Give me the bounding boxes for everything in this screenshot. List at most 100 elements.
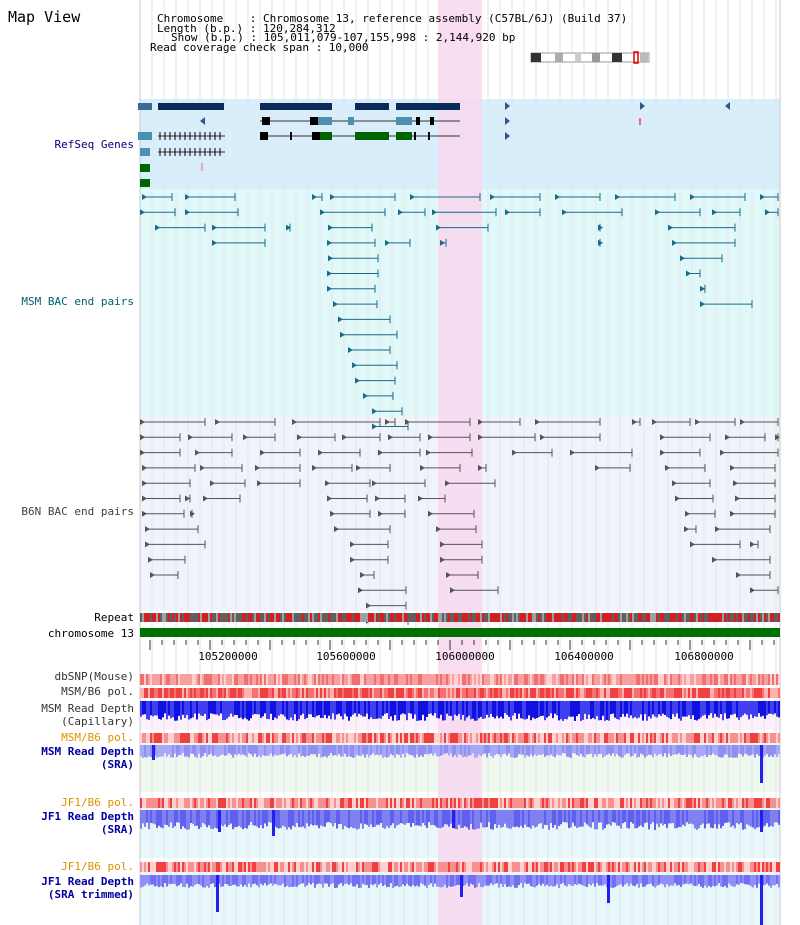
msm-pol-cell [484, 688, 486, 698]
msm-cap-depth [730, 701, 732, 715]
msm-sra-depth [338, 745, 340, 754]
msm-cap-depth [176, 701, 178, 721]
msm-pol-cell [384, 733, 386, 743]
jf1-sra-depth [392, 810, 394, 824]
msm-cap-depth [538, 701, 540, 718]
dbsnp-cell [488, 674, 490, 685]
jf1-pol-cell [310, 862, 312, 872]
msm-sra-depth [530, 745, 532, 755]
msm-cap-depth [756, 701, 758, 717]
b6n-bac-end [210, 480, 215, 487]
msm-bac-end [385, 239, 390, 246]
jf1-sra-depth [248, 810, 250, 826]
jf1-sra-depth [612, 810, 614, 823]
dbsnp-cell [746, 674, 748, 685]
jf1-pol-cell [188, 798, 190, 808]
msm-cap-depth [288, 701, 290, 721]
msm-cap-depth [468, 701, 470, 716]
jf1-trim-depth [338, 875, 340, 885]
msm-cap-depth [746, 701, 748, 715]
jf1-pol-cell [592, 862, 594, 872]
dbsnp-cell [396, 674, 398, 685]
dbsnp-cell [494, 674, 496, 685]
msm-cap-depth [574, 701, 576, 721]
dbsnp-cell [170, 674, 172, 685]
msm-sra-depth [562, 745, 564, 754]
jf1-pol-cell [572, 862, 574, 872]
msm-sra-depth [710, 745, 712, 756]
msm-pol-cell [236, 733, 238, 743]
msm-cap-depth [554, 701, 556, 714]
msm-sra-depth [288, 745, 290, 755]
msm-sra-depth [540, 745, 542, 756]
jf1-sra-depth [570, 810, 572, 828]
msm-sra-depth [334, 745, 336, 756]
repeat-feature [750, 613, 752, 622]
jf1-pol-cell [478, 862, 480, 872]
msm-pol-cell [670, 688, 672, 698]
dbsnp-cell [350, 674, 352, 685]
jf1-pol-cell [214, 862, 216, 872]
jf1-pol-cell [304, 862, 306, 872]
jf1-sra-depth [470, 810, 472, 824]
repeat-feature [604, 613, 606, 622]
msm-cap-depth [544, 701, 546, 721]
msm-sra-depth [504, 745, 506, 754]
msm-sra-depth [740, 745, 742, 755]
msm-cap-depth [406, 701, 408, 721]
repeat-feature [238, 613, 240, 622]
msm-cap-depth [312, 701, 314, 718]
msm-pol-cell [424, 688, 426, 698]
repeat-feature [598, 613, 600, 622]
repeat-feature [586, 613, 588, 622]
msm-sra-depth [278, 745, 280, 756]
jf1-pol-cell [524, 798, 526, 808]
label-refseq-genes[interactable]: RefSeq Genes [54, 138, 134, 151]
label-b6n-bac-end-pairs[interactable]: B6N BAC end pairs [21, 505, 134, 518]
dbsnp-cell [688, 674, 690, 685]
repeat-feature [520, 613, 522, 622]
msm-pol-cell [406, 733, 408, 743]
jf1-sra-depth [328, 810, 330, 823]
jf1-trim-depth [156, 875, 158, 887]
msm-sra-depth [766, 745, 768, 754]
repeat-feature [576, 613, 578, 622]
jf1-pol-cell [708, 798, 710, 808]
jf1-pol-cell [736, 862, 738, 872]
jf1-trim-depth [688, 875, 690, 885]
msm-pol-cell [484, 733, 486, 743]
jf1-pol-cell [508, 798, 510, 808]
dbsnp-cell [674, 674, 676, 685]
msm-pol-cell [596, 733, 598, 743]
msm-pol-cell [524, 688, 526, 698]
dbsnp-cell [250, 674, 252, 685]
msm-pol-cell [248, 688, 250, 698]
jf1-pol-cell [204, 862, 206, 872]
msm-pol-cell [318, 733, 320, 743]
msm-cap-depth [282, 701, 284, 715]
label-msm-bac-end-pairs[interactable]: MSM BAC end pairs [21, 295, 134, 308]
msm-pol-cell [720, 733, 722, 743]
repeat-feature [142, 613, 144, 622]
jf1-sra-depth [252, 810, 254, 826]
msm-cap-depth [256, 701, 258, 715]
jf1-pol-cell [422, 798, 424, 808]
dbsnp-cell [208, 674, 210, 685]
msm-sra-depth [310, 745, 312, 755]
jf1-pol-cell [326, 798, 328, 808]
jf1-trim-depth [232, 875, 234, 885]
jf1-trim-depth [178, 875, 180, 886]
msm-sra-depth [670, 745, 672, 757]
msm-cap-depth [348, 701, 350, 721]
msm-pol-cell [482, 733, 484, 743]
msm-sra-depth [604, 745, 606, 757]
msm-sra-depth [758, 745, 760, 756]
jf1-pol-cell [270, 862, 272, 872]
repeat-feature [724, 613, 726, 622]
msm-sra-depth [364, 745, 366, 758]
jf1-trim-depth [264, 875, 266, 884]
dbsnp-cell [750, 674, 752, 685]
repeat-feature [592, 613, 594, 622]
